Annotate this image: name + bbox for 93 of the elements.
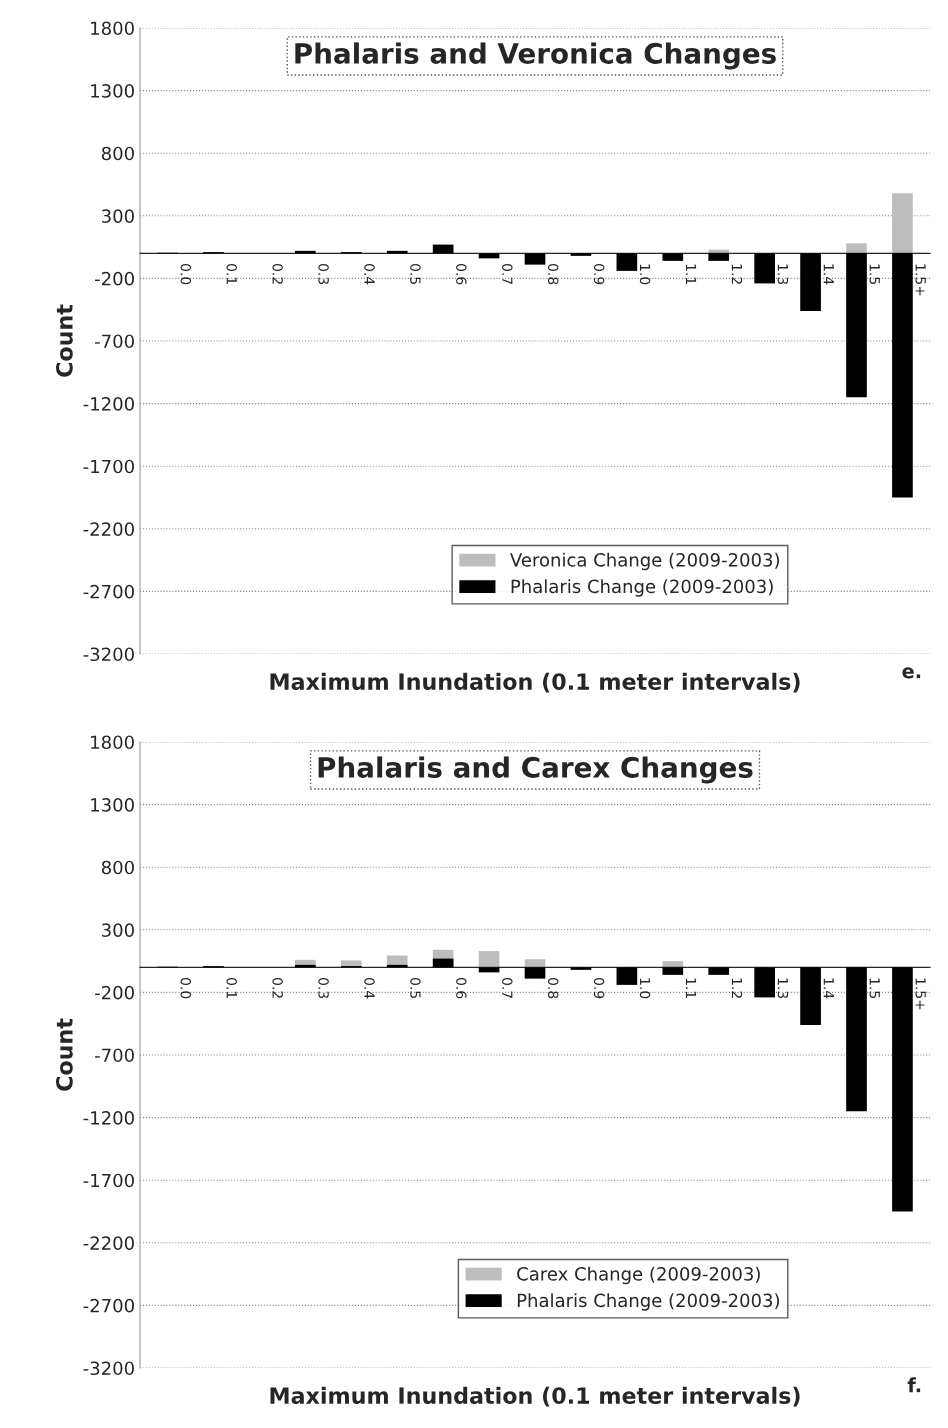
- x-tick-label: 0.0: [180, 264, 192, 285]
- legend-label: Phalaris Change (2009-2003): [517, 1293, 780, 1311]
- bar: [662, 253, 684, 261]
- y-tick-label: -2700: [83, 584, 134, 599]
- x-tick-label: 0.0: [180, 978, 192, 999]
- text: e.: [902, 667, 921, 679]
- x-tick-label: 0.3: [318, 978, 329, 999]
- x-tick-label: 0.4: [364, 264, 375, 285]
- x-tick-label: 1.0: [639, 978, 651, 999]
- bar: [478, 951, 500, 968]
- bar: [846, 243, 867, 254]
- y-tick-label: 300: [102, 923, 134, 937]
- y-tick-label: -3200: [83, 1361, 134, 1376]
- legend-label: Phalaris Change (2009-2003): [511, 579, 773, 597]
- y-axis-title: Count: [56, 304, 73, 377]
- text: Phalaris and Carex Changes: [318, 756, 753, 784]
- bar: [524, 959, 546, 968]
- bar: [754, 967, 775, 998]
- x-tick-label: 1.0: [639, 264, 651, 285]
- text: Phalaris and Veronica Changes: [295, 42, 776, 70]
- y-tick-label: -200: [95, 271, 134, 286]
- y-tick-label: -700: [95, 334, 134, 349]
- y-tick-label: 1800: [91, 735, 134, 750]
- bar: [800, 967, 821, 1025]
- y-tick-label: -200: [95, 985, 134, 1000]
- x-tick-label: 1.5: [869, 978, 880, 998]
- x-tick-label: 0.8: [547, 264, 559, 285]
- x-tick-label: 1.3: [777, 978, 789, 999]
- x-tick-label: 0.4: [364, 978, 375, 999]
- y-tick-label: 1300: [91, 84, 134, 98]
- bar: [846, 253, 867, 398]
- text: f.: [907, 1377, 921, 1393]
- x-tick-label: 1.1: [685, 978, 697, 998]
- x-tick-label: 1.2: [731, 978, 743, 998]
- x-tick-label: 1.5+: [915, 978, 926, 1010]
- bar: [570, 967, 592, 970]
- x-tick-label: 0.9: [593, 978, 605, 999]
- bar: [708, 967, 730, 975]
- y-tick-label: -2200: [83, 522, 134, 536]
- x-tick-label: 0.6: [456, 978, 467, 999]
- bar: [662, 967, 684, 975]
- bar: [616, 967, 638, 985]
- y-tick-label: -1200: [83, 1111, 134, 1125]
- legend-label: Carex Change (2009-2003): [517, 1266, 760, 1285]
- bar: [570, 253, 592, 256]
- y-tick-label: 1800: [91, 21, 134, 36]
- bar: [846, 967, 867, 1112]
- y-tick-label: -3200: [83, 647, 134, 662]
- x-tick-label: 0.5: [410, 264, 421, 284]
- y-tick-label: 800: [101, 860, 134, 875]
- bar: [892, 193, 913, 254]
- x-tick-label: 0.7: [502, 264, 513, 284]
- x-tick-label: 1.4: [823, 978, 834, 999]
- x-tick-label: 0.2: [272, 978, 283, 998]
- x-tick-label: 0.8: [547, 978, 559, 999]
- bar: [524, 967, 546, 979]
- x-tick-label: 0.2: [272, 264, 283, 284]
- y-tick-label: -2700: [83, 1298, 134, 1313]
- bar: [754, 253, 775, 284]
- x-tick-label: 1.2: [731, 264, 743, 284]
- bar: [662, 961, 684, 968]
- x-tick-label: 1.5+: [915, 264, 926, 296]
- x-tick-label: 1.3: [777, 264, 789, 285]
- bar: [708, 253, 730, 261]
- y-tick-label: -1700: [83, 459, 134, 474]
- y-tick-label: -700: [95, 1048, 134, 1063]
- bar: [892, 253, 913, 498]
- x-tick-label: 0.3: [318, 264, 329, 285]
- y-axis-title: Count: [56, 1018, 73, 1091]
- y-tick-label: -1200: [83, 397, 134, 411]
- bar: [892, 967, 913, 1212]
- x-axis-title: Maximum Inundation (0.1 meter intervals): [270, 672, 800, 693]
- x-tick-label: 1.1: [685, 264, 697, 284]
- y-tick-label: -1700: [83, 1173, 134, 1188]
- bar: [800, 253, 821, 311]
- x-tick-label: 0.9: [593, 264, 605, 285]
- x-axis-title: Maximum Inundation (0.1 meter intervals): [270, 1386, 800, 1407]
- bar: [524, 253, 546, 265]
- y-tick-label: -2200: [83, 1236, 134, 1250]
- bar: [478, 967, 500, 973]
- y-tick-label: 1300: [91, 798, 134, 812]
- bar: [616, 253, 638, 271]
- x-tick-label: 0.6: [456, 264, 467, 285]
- x-tick-label: 1.5: [869, 264, 880, 284]
- x-tick-label: 0.1: [226, 264, 237, 284]
- x-tick-label: 1.4: [823, 264, 834, 285]
- legend-label: Veronica Change (2009-2003): [510, 552, 780, 571]
- bar: [478, 253, 500, 259]
- x-tick-label: 0.7: [502, 978, 513, 998]
- y-tick-label: 300: [102, 209, 134, 223]
- y-tick-label: 800: [101, 146, 134, 161]
- x-tick-label: 0.1: [226, 978, 237, 998]
- x-tick-label: 0.5: [410, 978, 421, 998]
